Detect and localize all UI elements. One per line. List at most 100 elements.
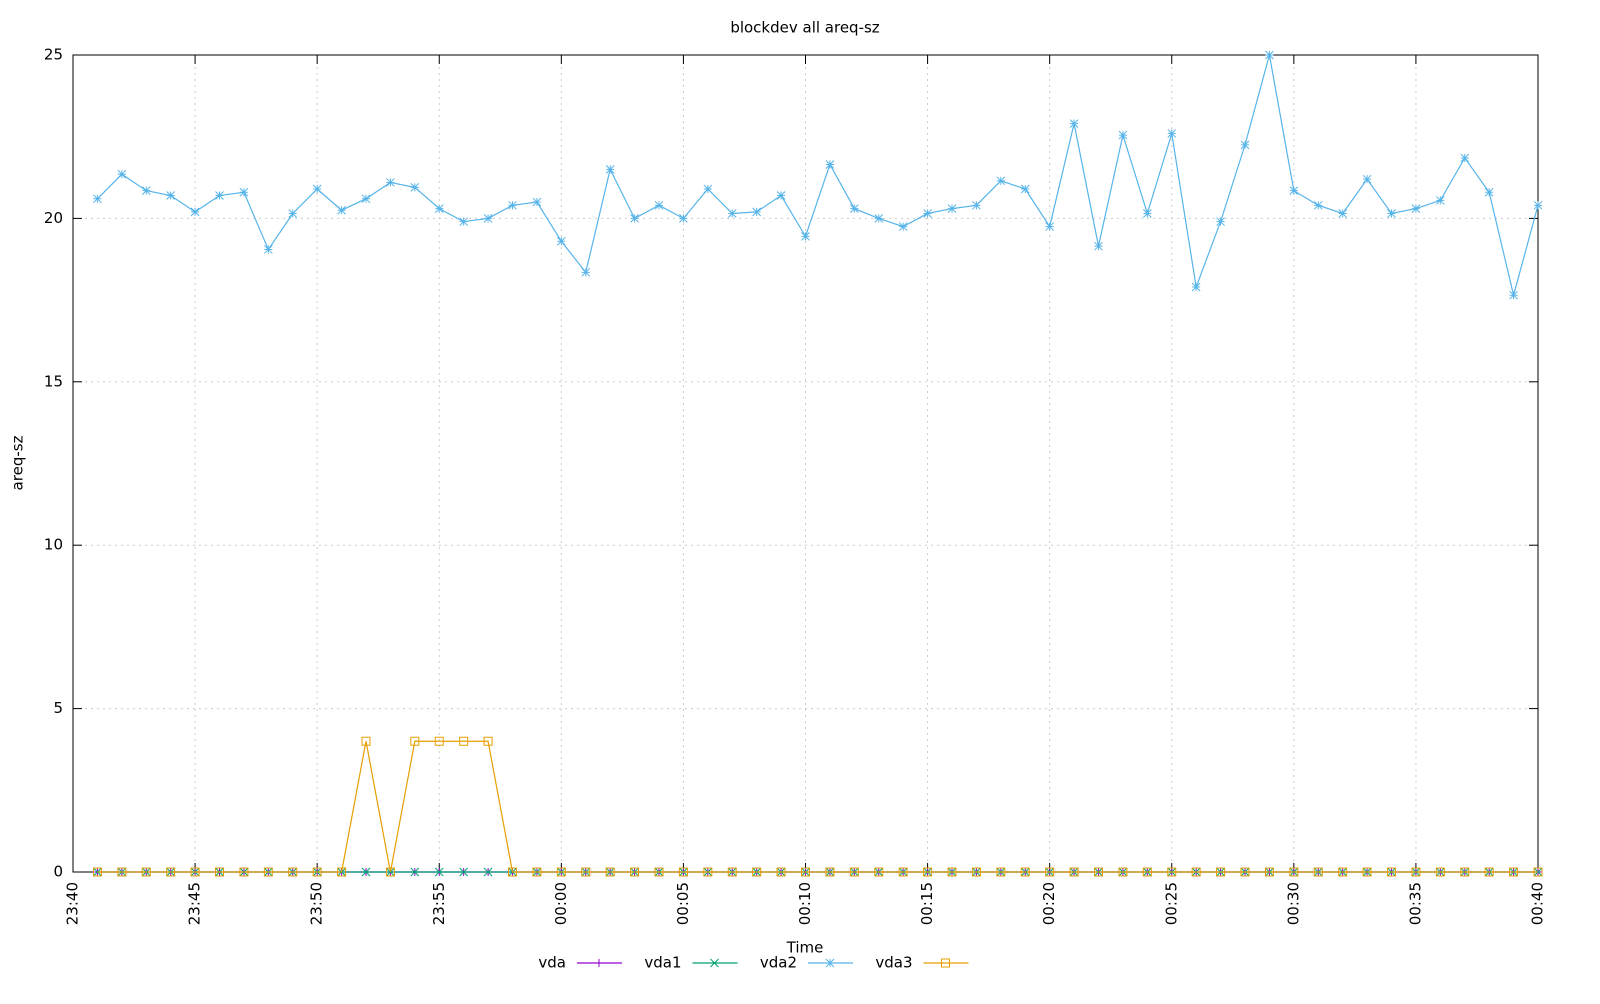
x-tick-label: 23:40 <box>64 882 82 925</box>
x-tick-label: 00:25 <box>1162 882 1180 925</box>
data-point <box>678 867 688 877</box>
data-point <box>1338 867 1348 877</box>
data-point <box>1142 867 1152 877</box>
data-point <box>1362 867 1372 877</box>
data-point <box>630 214 639 223</box>
data-point <box>947 867 957 877</box>
data-point <box>1313 867 1323 877</box>
data-point <box>532 197 542 207</box>
data-point <box>166 867 176 877</box>
chart-title: blockdev all areq-sz <box>730 19 879 37</box>
x-tick-label: 00:40 <box>1529 882 1547 925</box>
x-tick-label: 00:30 <box>1284 882 1302 925</box>
y-tick-label: 10 <box>44 536 63 554</box>
legend-label: vda3 <box>875 954 912 972</box>
data-point <box>801 867 810 877</box>
y-tick-label: 0 <box>53 863 63 881</box>
x-tick-label: 00:05 <box>674 882 692 925</box>
data-point <box>605 165 615 174</box>
x-tick-label: 00:20 <box>1040 882 1058 925</box>
data-point <box>898 867 908 877</box>
data-point <box>215 867 224 877</box>
data-point <box>1460 153 1470 163</box>
data-point <box>581 267 591 277</box>
data-point <box>532 867 542 877</box>
x-tick-label: 23:50 <box>308 882 326 925</box>
data-point <box>1313 200 1323 210</box>
data-point <box>1118 130 1128 140</box>
data-point <box>703 184 713 194</box>
data-point <box>166 191 176 200</box>
data-point <box>605 867 615 877</box>
data-point <box>1435 867 1445 877</box>
data-point <box>849 867 859 877</box>
data-point <box>556 236 566 246</box>
legend-label: vda1 <box>644 954 681 972</box>
data-point <box>1509 867 1519 877</box>
series-line <box>96 54 1539 296</box>
data-point <box>1216 217 1225 227</box>
data-point <box>1020 867 1030 877</box>
data-point <box>361 194 371 204</box>
data-point <box>1362 174 1372 184</box>
data-point <box>947 204 957 213</box>
data-point <box>410 183 420 192</box>
data-point <box>92 867 102 877</box>
data-point <box>434 867 444 877</box>
data-point <box>385 867 395 877</box>
data-point <box>1484 187 1494 197</box>
x-tick-label: 00:10 <box>796 882 814 925</box>
data-point <box>1533 200 1543 210</box>
data-point <box>996 867 1006 877</box>
data-point <box>776 867 786 877</box>
data-point <box>1240 140 1250 150</box>
y-tick-label: 20 <box>44 209 63 227</box>
data-point <box>1484 867 1494 877</box>
data-point <box>923 867 933 877</box>
data-point <box>1118 867 1128 877</box>
x-tick-label: 23:45 <box>186 882 204 925</box>
data-point <box>1191 282 1201 292</box>
data-point <box>1045 867 1055 877</box>
data-point <box>556 867 566 877</box>
data-point <box>1509 290 1518 300</box>
data-point <box>410 867 420 877</box>
data-point <box>752 207 762 217</box>
data-point <box>825 867 835 877</box>
data-point <box>1338 209 1348 218</box>
data-point <box>337 867 347 877</box>
data-point <box>386 178 395 187</box>
data-point <box>874 867 884 877</box>
data-point <box>679 214 688 223</box>
data-point <box>361 736 371 746</box>
data-point <box>825 160 835 169</box>
data-point <box>1240 867 1250 877</box>
data-point <box>312 867 322 877</box>
data-point <box>1289 867 1299 877</box>
data-point <box>1191 867 1201 877</box>
data-point <box>1167 867 1177 877</box>
data-point <box>1045 222 1055 231</box>
data-point <box>654 200 664 210</box>
legend-marker <box>595 959 603 967</box>
data-point <box>654 867 664 877</box>
data-point <box>239 187 249 197</box>
legend-label: vda <box>538 954 566 972</box>
data-point <box>1094 867 1103 877</box>
data-point <box>483 214 493 223</box>
x-tick-label: 00:35 <box>1406 882 1424 925</box>
legend-label: vda2 <box>760 954 797 972</box>
data-point <box>1216 867 1226 877</box>
y-tick-label: 15 <box>44 372 63 390</box>
data-point <box>1289 186 1299 195</box>
data-point <box>508 867 517 877</box>
data-point <box>1094 241 1103 251</box>
data-point <box>117 867 127 877</box>
data-point <box>288 209 298 218</box>
data-point <box>996 176 1006 186</box>
data-point <box>483 867 493 877</box>
data-point <box>630 867 640 877</box>
data-point <box>410 736 420 746</box>
data-point <box>727 209 737 218</box>
